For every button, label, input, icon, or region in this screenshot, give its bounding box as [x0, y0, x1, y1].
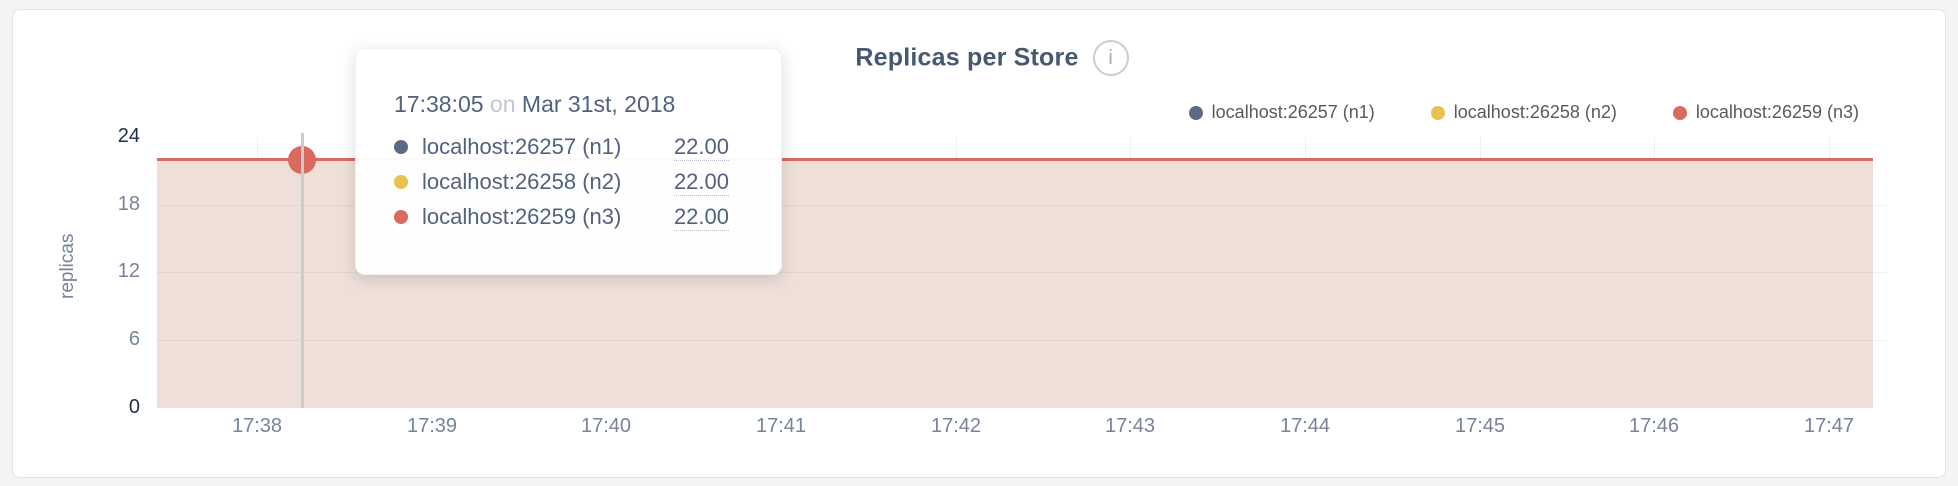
gridline: [157, 340, 1888, 341]
y-tick-12: 12: [117, 260, 140, 282]
x-tick: 17:41: [755, 415, 807, 437]
x-tick: 17:47: [1803, 415, 1855, 437]
info-icon[interactable]: i: [1092, 40, 1129, 76]
x-tick: 17:40: [580, 415, 632, 437]
tooltip-series-label: localhost:26257 (n1): [422, 134, 622, 159]
x-tick: 17:46: [1628, 415, 1680, 437]
tooltip-series-value: 22.00: [673, 133, 729, 161]
tooltip-series-value: 22.00: [673, 203, 729, 231]
x-tick: 17:45: [1454, 415, 1506, 437]
legend-dot-n1-icon: [1188, 105, 1203, 120]
crosshair-line: [301, 133, 304, 408]
tooltip-timestamp: 17:38:05 on Mar 31st, 2018: [394, 91, 729, 118]
series-dot-n3-icon: [394, 210, 408, 224]
x-tick: 17:42: [930, 415, 982, 437]
panel-header: Replicas per Store i: [13, 40, 1958, 76]
x-tick: 17:43: [1104, 415, 1156, 437]
chart-plot-area[interactable]: [157, 133, 1888, 408]
chart-tooltip: 17:38:05 on Mar 31st, 2018 localhost:262…: [355, 48, 782, 275]
y-tick-0: 0: [128, 396, 140, 418]
legend-dot-n2-icon: [1430, 105, 1445, 120]
legend-label: localhost:26257 (n1): [1211, 102, 1375, 122]
series-dot-n2-icon: [394, 175, 408, 189]
legend-label: localhost:26258 (n2): [1453, 102, 1617, 122]
tooltip-row: localhost:26257 (n1) 22.00: [394, 133, 729, 161]
y-tick-6: 6: [128, 328, 140, 350]
tooltip-time: 17:38:05: [394, 91, 484, 117]
legend-label: localhost:26259 (n3): [1695, 102, 1859, 122]
tooltip-series-label: localhost:26259 (n3): [422, 204, 622, 229]
legend-item-n1[interactable]: localhost:26257 (n1): [1188, 102, 1375, 123]
tooltip-row: localhost:26258 (n2) 22.00: [394, 168, 729, 196]
tooltip-row: localhost:26259 (n3) 22.00: [394, 203, 729, 231]
series-dot-n1-icon: [394, 140, 408, 154]
legend-item-n2[interactable]: localhost:26258 (n2): [1430, 102, 1617, 123]
x-tick: 17:39: [406, 415, 458, 437]
x-tick: 17:38: [231, 415, 283, 437]
chart-legend: localhost:26257 (n1) localhost:26258 (n2…: [1188, 102, 1859, 123]
gridline: [157, 272, 1888, 273]
legend-dot-n3-icon: [1672, 105, 1687, 120]
tooltip-date: Mar 31st, 2018: [521, 91, 676, 117]
page-title: Replicas per Store: [855, 43, 1079, 72]
x-tick: 17:44: [1279, 415, 1331, 437]
tooltip-series-label: localhost:26258 (n2): [422, 169, 622, 194]
series-line: [157, 158, 1873, 161]
gridline: [157, 205, 1888, 206]
tooltip-series-value: 22.00: [673, 168, 729, 196]
tooltip-connector: on: [489, 91, 516, 117]
y-tick-24: 24: [117, 125, 140, 147]
y-tick-18: 18: [117, 193, 140, 215]
legend-item-n3[interactable]: localhost:26259 (n3): [1672, 102, 1859, 123]
